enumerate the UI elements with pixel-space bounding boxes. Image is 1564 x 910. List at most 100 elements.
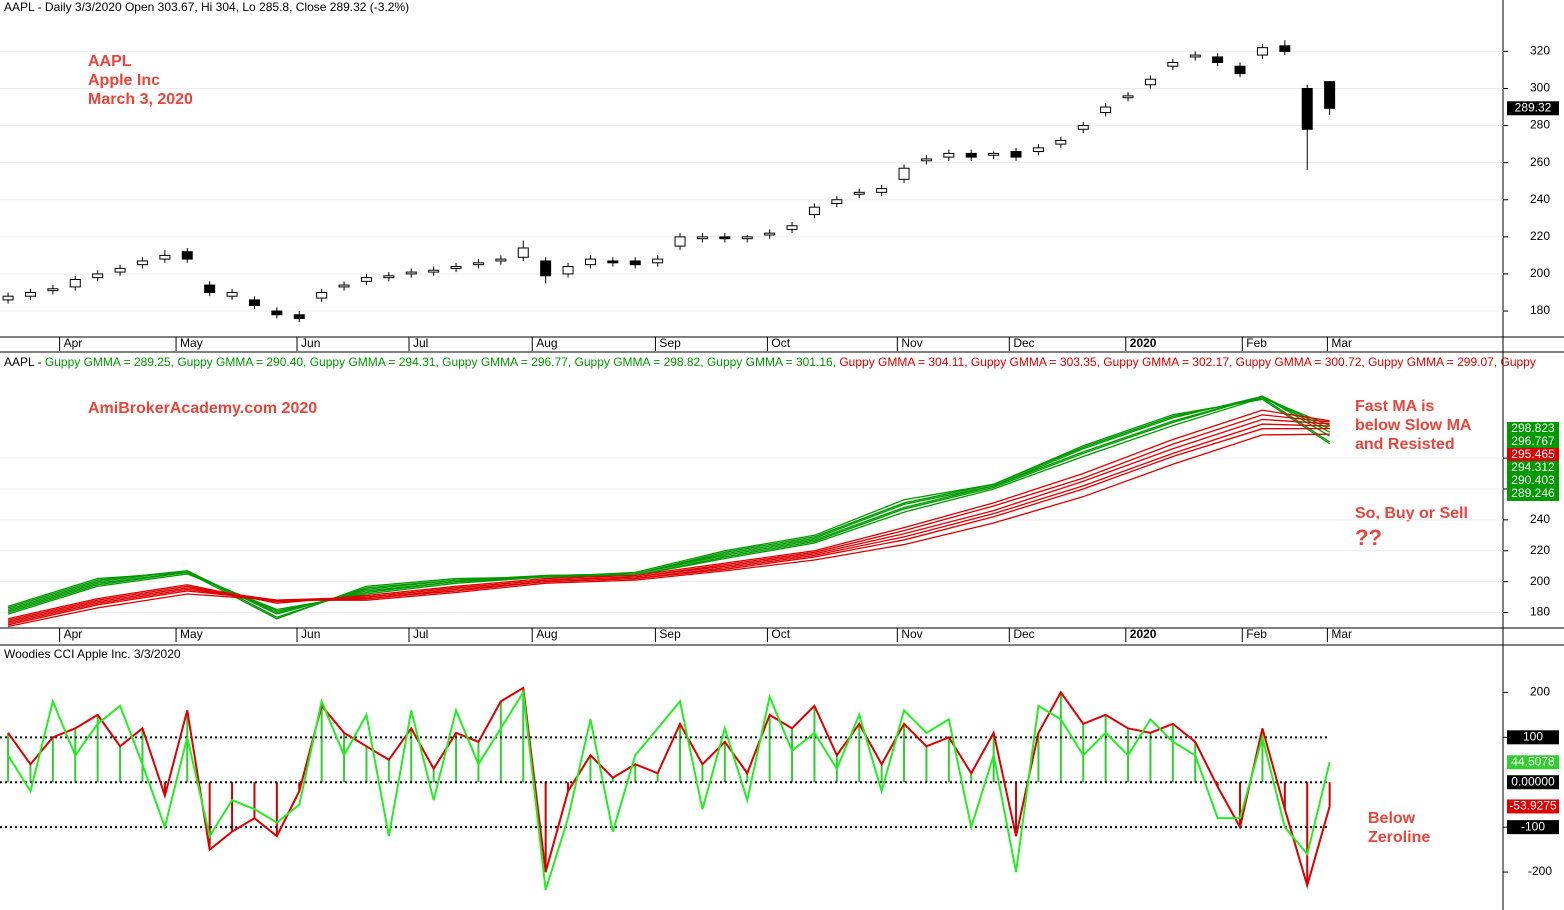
annotation: March 3, 2020 [88, 91, 193, 108]
candle-body [1234, 65, 1246, 75]
x-tick-label: Sep [659, 627, 681, 641]
annotation: AAPL [88, 53, 132, 70]
x-tick-label: Apr [64, 627, 83, 641]
annotation: Fast MA is [1355, 398, 1435, 415]
x-tick-label: Apr [64, 336, 83, 350]
value-badge [1507, 460, 1559, 475]
candle-body [540, 260, 552, 277]
annotation: and Resisted [1355, 436, 1455, 453]
y-tick-label: 240 [1530, 512, 1550, 526]
y-tick-label: 220 [1530, 543, 1550, 557]
candle-body [1301, 87, 1313, 130]
x-tick-label: Aug [536, 336, 557, 350]
candle-body [271, 310, 283, 316]
x-tick-label: Jun [301, 336, 320, 350]
x-tick-label: 2020 [1130, 627, 1157, 641]
value-badge-label: 100 [1523, 729, 1543, 743]
candle-body [1122, 95, 1134, 99]
y-tick-label: 300 [1530, 81, 1550, 95]
gmma-line [7, 427, 1330, 626]
candle-body [450, 266, 462, 269]
candle-body [360, 277, 372, 282]
candle-body [405, 271, 417, 275]
candle-body [562, 266, 574, 275]
value-badge [1507, 775, 1559, 790]
annotation: below Slow MA [1355, 417, 1472, 434]
x-tick-label: Jul [413, 627, 428, 641]
value-badge-label: 289.32 [1515, 100, 1552, 114]
candle-body [741, 236, 753, 240]
cci-line [7, 689, 1331, 891]
value-badge [1507, 434, 1559, 449]
value-badge [1507, 486, 1559, 501]
y-tick-label: 240 [1530, 192, 1550, 206]
candle-body [584, 258, 596, 266]
legend-entry: Guppy GMMA = 289.25, [45, 355, 177, 369]
candle-body [674, 236, 686, 247]
x-tick-label: Feb [1246, 627, 1267, 641]
legend-entry: Guppy GMMA = 302.17, [1103, 355, 1235, 369]
x-tick-label: Jul [413, 336, 428, 350]
legend-entry: Guppy GMMA = 296.77, [442, 355, 574, 369]
candle-body [943, 152, 955, 158]
y-tick-label: 180 [1530, 605, 1550, 619]
gmma-line [7, 418, 1330, 623]
candle-body [719, 236, 731, 240]
annotation: So, Buy or Sell [1355, 505, 1468, 522]
candle-body [495, 258, 507, 262]
candle-body [472, 262, 484, 266]
candle-body [965, 152, 977, 158]
candle-body [786, 225, 798, 230]
value-badge [1507, 421, 1559, 436]
legend-entry: Guppy GMMA = 300.72, [1236, 355, 1368, 369]
x-tick-label: Feb [1246, 336, 1267, 350]
value-badge [1507, 755, 1559, 770]
candle-body [607, 260, 619, 264]
y-tick-label: 280 [1530, 118, 1550, 132]
candle-body [159, 254, 171, 260]
y-tick-label: 220 [1530, 229, 1550, 243]
candle-body [92, 273, 104, 279]
candle-body [181, 251, 193, 260]
candle-body [853, 191, 865, 195]
candle-body [831, 199, 843, 204]
legend-entry: Guppy GMMA = 299.07, [1368, 355, 1500, 369]
value-badge [1507, 447, 1559, 462]
x-tick-label: Dec [1013, 627, 1034, 641]
candle-body [136, 260, 148, 266]
y-tick-label: 320 [1530, 44, 1550, 58]
candle-body [383, 275, 395, 279]
x-tick-label: Jun [301, 627, 320, 641]
x-tick-label: Aug [536, 627, 557, 641]
candle-body [226, 291, 238, 297]
legend-entry: Guppy GMMA = 301.16, [707, 355, 839, 369]
candle-body [204, 284, 216, 293]
candle-body [1279, 45, 1291, 52]
candle-body [428, 269, 440, 273]
y-tick-label: 200 [1530, 266, 1550, 280]
candle-body [696, 236, 708, 240]
annotation: AmiBrokerAcademy.com 2020 [88, 400, 317, 417]
candle-body [517, 247, 529, 258]
value-badge-label: 298.823 [1511, 421, 1555, 435]
candle-body [1010, 151, 1022, 158]
value-badge [1507, 820, 1559, 835]
candle-body [293, 314, 305, 319]
y-tick-label: 260 [1530, 155, 1550, 169]
candle-body [248, 299, 260, 306]
x-tick-label: 2020 [1130, 336, 1157, 350]
candle-body [1189, 54, 1201, 58]
x-tick-label: Nov [901, 627, 922, 641]
x-tick-label: Sep [659, 336, 681, 350]
gmma-line [7, 397, 1330, 615]
value-badge-label: 296.767 [1511, 434, 1555, 448]
candle-body [47, 288, 59, 292]
value-badge-label: -100 [1521, 819, 1545, 833]
cci-line [7, 686, 1331, 890]
value-badge [1507, 799, 1559, 814]
candle-body [764, 232, 776, 236]
x-tick-label: May [180, 336, 203, 350]
candle-body [1077, 125, 1089, 130]
